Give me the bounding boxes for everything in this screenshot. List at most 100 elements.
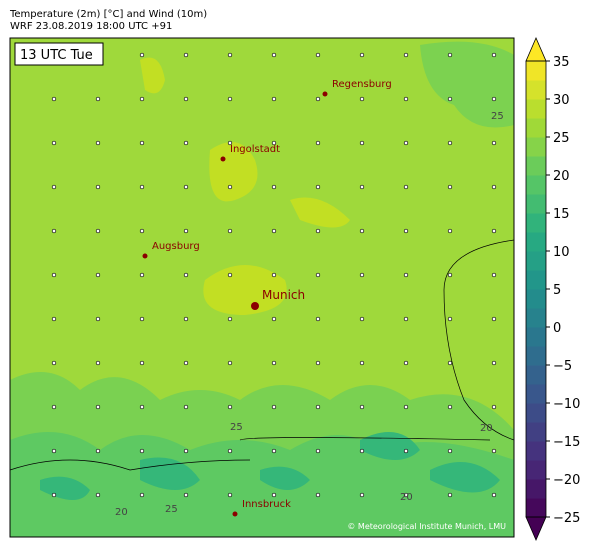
- wind-calm: [183, 184, 189, 190]
- wind-calm: [139, 184, 145, 190]
- colorbar-band: [526, 232, 546, 252]
- wind-calm: [447, 448, 453, 454]
- colorbar-band: [526, 422, 546, 442]
- wind-calm: [227, 360, 233, 366]
- wind-calm: [403, 448, 409, 454]
- wind-calm: [491, 96, 497, 102]
- wind-calm: [227, 140, 233, 146]
- wind-calm: [491, 492, 497, 498]
- colorbar-tick-label: 25: [553, 131, 570, 146]
- wind-calm: [227, 272, 233, 278]
- colorbar-band: [526, 289, 546, 309]
- city-label: Augsburg: [152, 241, 200, 252]
- city-dot: [142, 253, 148, 259]
- wind-calm: [403, 272, 409, 278]
- map-frame: [9, 37, 515, 538]
- wind-calm: [139, 228, 145, 234]
- wind-calm: [139, 140, 145, 146]
- colorbar-band: [526, 61, 546, 81]
- wind-calm: [271, 404, 277, 410]
- wind-calm: [51, 404, 57, 410]
- wind-calm: [227, 184, 233, 190]
- wind-calm: [183, 448, 189, 454]
- contour-label: 25: [165, 504, 178, 515]
- wind-calm: [359, 272, 365, 278]
- wind-calm: [95, 492, 101, 498]
- wind-calm: [447, 140, 453, 146]
- contour-label: 25: [230, 422, 243, 433]
- wind-calm: [491, 184, 497, 190]
- wind-calm: [315, 492, 321, 498]
- wind-calm: [359, 228, 365, 234]
- colorbar-band: [526, 384, 546, 404]
- wind-calm: [315, 228, 321, 234]
- wind-calm: [271, 272, 277, 278]
- wind-calm: [403, 228, 409, 234]
- colorbar-band: [526, 479, 546, 499]
- colorbar-band: [526, 118, 546, 138]
- colorbar-band: [526, 403, 546, 423]
- wind-calm: [183, 360, 189, 366]
- colorbar-band: [526, 251, 546, 271]
- wind-calm: [491, 140, 497, 146]
- wind-calm: [51, 140, 57, 146]
- colorbar-top: [525, 36, 547, 62]
- wind-calm: [359, 96, 365, 102]
- wind-calm: [271, 228, 277, 234]
- wind-calm: [271, 184, 277, 190]
- subtitle: WRF 23.08.2019 18:00 UTC +91: [10, 21, 172, 32]
- wind-calm: [271, 316, 277, 322]
- wind-calm: [51, 272, 57, 278]
- contour-label: 20: [400, 492, 413, 503]
- city-label: Munich: [262, 288, 305, 302]
- colorbar-tick-label: −20: [553, 473, 580, 488]
- wind-calm: [315, 316, 321, 322]
- city-dot: [232, 511, 238, 517]
- wind-calm: [271, 492, 277, 498]
- wind-calm: [491, 316, 497, 322]
- wind-calm: [403, 404, 409, 410]
- wind-calm: [95, 140, 101, 146]
- colorbar-tick-label: −5: [553, 359, 572, 374]
- wind-calm: [403, 492, 409, 498]
- wind-calm: [359, 184, 365, 190]
- colorbar-tick-label: 20: [553, 169, 570, 184]
- wind-calm: [359, 52, 365, 58]
- wind-calm: [227, 228, 233, 234]
- colorbar-band: [526, 213, 546, 233]
- wind-calm: [315, 404, 321, 410]
- colorbar-band: [526, 460, 546, 480]
- wind-calm: [95, 272, 101, 278]
- wind-calm: [51, 96, 57, 102]
- wind-calm: [271, 360, 277, 366]
- wind-calm: [183, 404, 189, 410]
- wind-calm: [51, 448, 57, 454]
- city-label: Ingolstadt: [230, 144, 280, 155]
- wind-calm: [491, 228, 497, 234]
- wind-calm: [183, 96, 189, 102]
- wind-calm: [447, 360, 453, 366]
- contour-label: 25: [491, 111, 504, 122]
- wind-calm: [95, 360, 101, 366]
- colorbar-tick-label: 35: [553, 55, 570, 70]
- wind-calm: [359, 360, 365, 366]
- wind-calm: [51, 228, 57, 234]
- wind-calm: [183, 52, 189, 58]
- wind-calm: [403, 316, 409, 322]
- wind-calm: [227, 404, 233, 410]
- colorbar-band: [526, 308, 546, 328]
- wind-calm: [447, 184, 453, 190]
- wind-calm: [447, 316, 453, 322]
- wind-calm: [183, 272, 189, 278]
- colorbar-band: [526, 498, 546, 518]
- wind-calm: [403, 52, 409, 58]
- map-field: [10, 38, 514, 537]
- wind-calm: [271, 96, 277, 102]
- wind-calm: [139, 316, 145, 322]
- colorbar-bottom: [525, 516, 547, 542]
- colorbar-band: [526, 270, 546, 290]
- city-dot: [251, 302, 259, 310]
- colorbar-tick-label: −25: [553, 511, 580, 526]
